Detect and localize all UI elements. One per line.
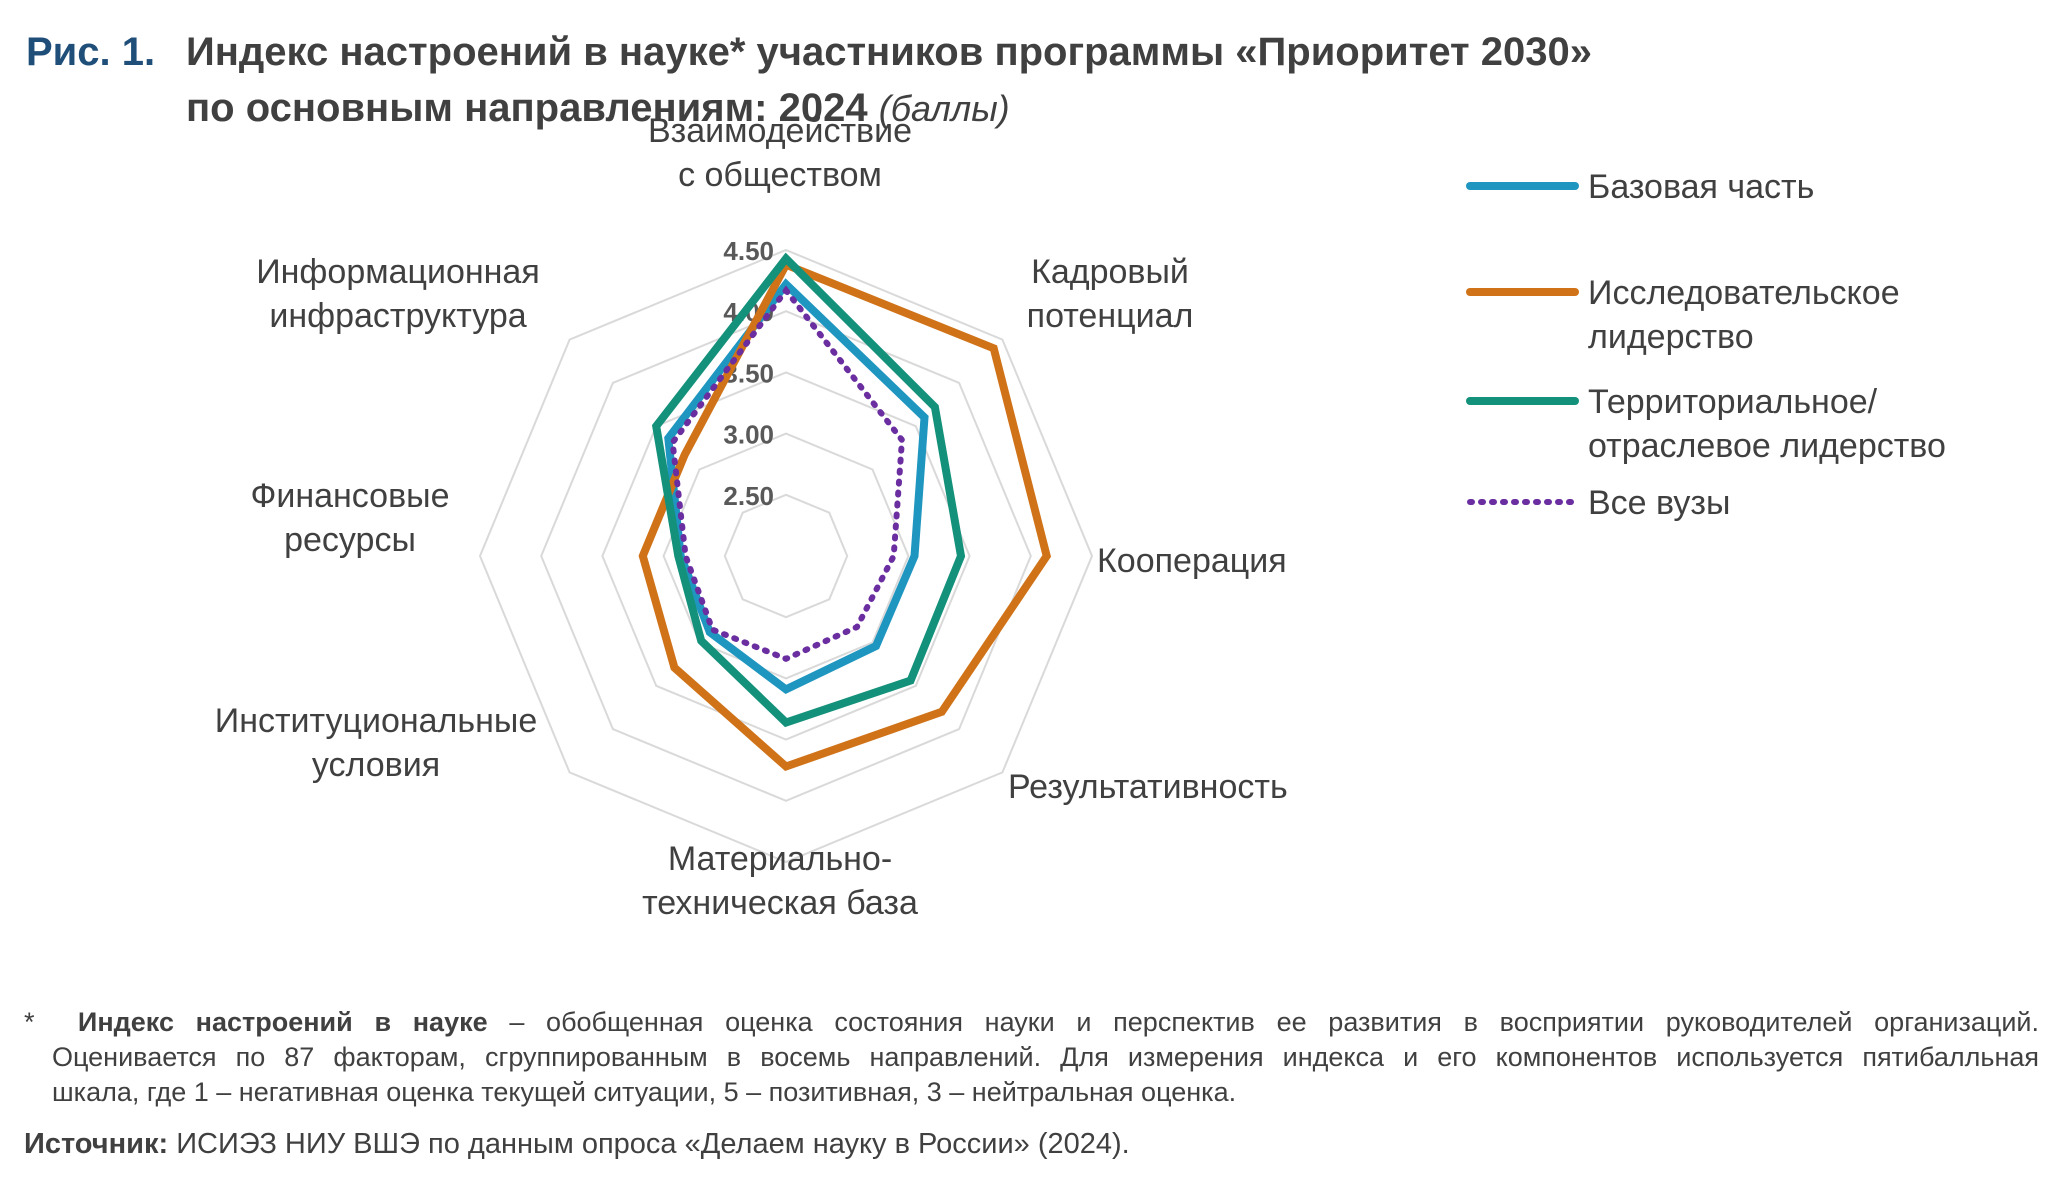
footnote-text-1: – обобщенная оценка состояния науки и пе…: [487, 1007, 2039, 1037]
footnote-line-1: * Индекс настроений в науке – обобщенная…: [24, 1005, 2039, 1040]
legend-label-0: Базовая часть: [1588, 168, 1814, 206]
title-units: (баллы): [878, 88, 1010, 129]
axis-label-1: Кадровый потенциал: [1027, 253, 1194, 335]
legend-label-2: Территориальное/отраслевое лидерство: [1588, 383, 1946, 465]
radar-series: [638, 252, 1052, 772]
axis-label-2: Кооперация: [1097, 542, 1287, 580]
footnote-term: Индекс настроений в науке: [77, 1007, 488, 1037]
figure-number: Рис. 1.: [26, 30, 156, 74]
chart-legend: Базовая часть Исследовательское лидерство Т…: [1466, 168, 1946, 522]
source-label: Источник:: [24, 1128, 169, 1160]
axis-label-5: Институциональные условия: [215, 702, 537, 784]
footnote: * Индекс настроений в науке – обобщенная…: [24, 1005, 2039, 1110]
legend-item-1: Исследовательское лидерство: [1466, 274, 1900, 356]
tick-label: 2.50: [723, 481, 774, 511]
footnote-marker: *: [24, 1007, 35, 1037]
source-note: Источник: ИСИЭЗ НИУ ВШЭ по данным опроса…: [24, 1128, 1130, 1161]
axis-label-4: Материально-техническая база: [642, 840, 918, 922]
grid-ring-0: [723, 493, 849, 619]
radar-grid: [478, 248, 1094, 864]
legend-item-2: Территориальное/отраслевое лидерство: [1466, 383, 1946, 465]
series-line-2: [651, 252, 966, 728]
radar-axis-labels: Взаимодействие с обществом Кадровый потенци…: [215, 112, 1288, 922]
axis-label-0: Взаимодействие с обществом: [648, 112, 912, 194]
axis-label-3: Результативность: [1008, 768, 1288, 806]
title-line-2-wrap: по основным направлениям: 2024 (баллы): [186, 80, 1592, 137]
legend-item-0: Базовая часть: [1466, 168, 1814, 206]
figure-title-text: Индекс настроений в науке* участников пр…: [186, 24, 1592, 137]
title-line-2: по основным направлениям: 2024: [186, 86, 868, 130]
title-line-1: Индекс настроений в науке* участников пр…: [186, 30, 1592, 74]
grid-ring-1: [662, 432, 910, 680]
tick-label: 4.50: [723, 236, 774, 266]
footnote-line-3: шкала, где 1 – негативная оценка текущей…: [52, 1077, 1237, 1107]
legend-label-3: Все вузы: [1588, 484, 1730, 522]
legend-label-1: Исследовательское лидерство: [1588, 274, 1900, 356]
source-text: ИСИЭЗ НИУ ВШЭ по данным опроса «Делаем н…: [168, 1128, 1130, 1160]
grid-ring-4: [478, 248, 1094, 864]
tick-label: 3.00: [723, 420, 774, 450]
axis-label-7: Информационная инфраструктура: [256, 253, 540, 335]
legend-item-3: Все вузы: [1467, 484, 1730, 522]
footnote-line-2: Оценивается по 87 факторам, сгруппирован…: [52, 1042, 2039, 1072]
radar-chart: 2.503.003.504.004.50 Взаимодействие с общ…: [215, 112, 1946, 922]
axis-label-6: Финансовые ресурсы: [250, 477, 449, 559]
series-line-3: [669, 285, 906, 663]
grid-ring-3: [540, 310, 1032, 802]
radar-tick-labels: 2.503.003.504.004.50: [723, 236, 774, 511]
grid-ring-2: [601, 371, 971, 741]
